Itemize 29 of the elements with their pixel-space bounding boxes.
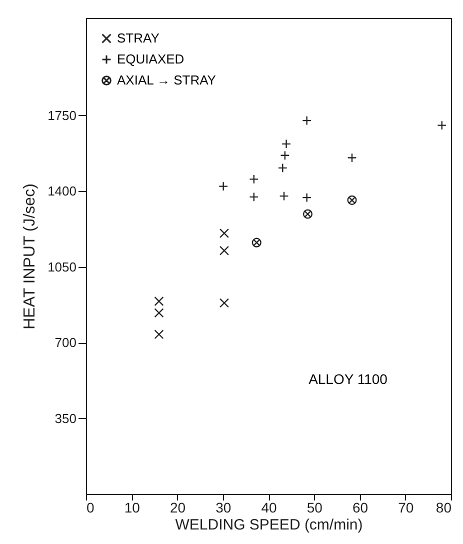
x-tick-label: 80	[436, 500, 452, 516]
x-tick-label: 10	[124, 500, 140, 516]
y-tick-label: 350	[54, 410, 76, 426]
x-tick-label: 50	[306, 500, 323, 516]
point	[252, 238, 262, 248]
point	[219, 246, 230, 256]
x-tick-label: 20	[170, 500, 186, 516]
point	[154, 308, 164, 318]
y-tick-label: 700	[54, 335, 76, 350]
x-tick-label: 70	[398, 500, 414, 516]
y-axis-title: HEAT INPUT (J/sec)	[22, 184, 39, 330]
legend-label: EQUIAXED	[117, 52, 184, 66]
x-tick-label: 60	[352, 500, 368, 516]
point	[302, 209, 313, 219]
point	[154, 296, 164, 306]
y-tick-label: 1050	[48, 259, 76, 274]
y-tick-label: 1750	[48, 108, 76, 123]
annotation: ALLOY 1100	[308, 371, 388, 387]
x-tick-label: 0	[86, 500, 94, 516]
point	[219, 228, 230, 238]
point	[154, 330, 164, 340]
y-tick-label: 1400	[48, 184, 76, 199]
x-tick-label: 40	[261, 500, 277, 516]
x-tick-label: 30	[216, 500, 232, 516]
point	[347, 195, 357, 205]
legend-label: AXIAL → STRAY	[117, 72, 216, 88]
legend-label: STRAY	[117, 30, 160, 46]
point	[219, 298, 230, 308]
x-axis-title: WELDING SPEED (cm/min)	[175, 516, 363, 534]
